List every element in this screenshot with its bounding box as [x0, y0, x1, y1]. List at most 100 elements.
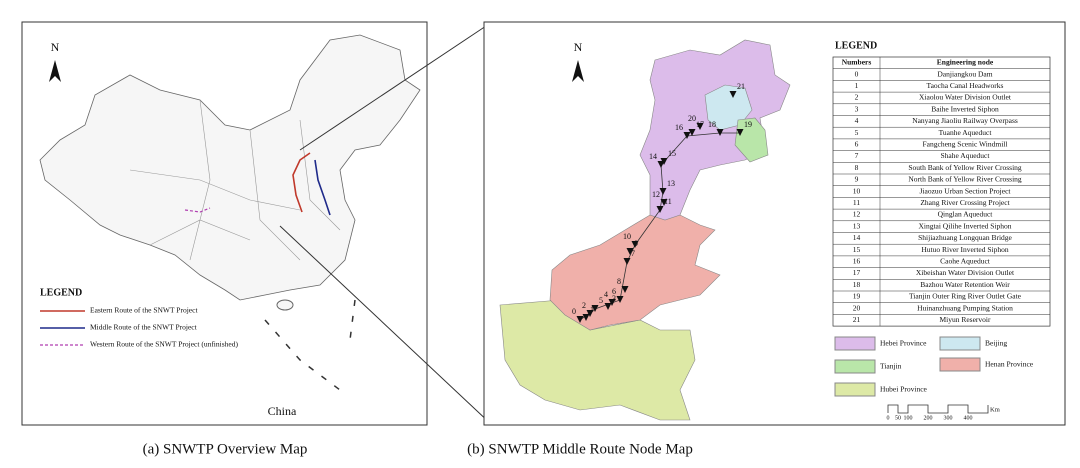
hainan [276, 299, 294, 311]
table-cell: Jiaozuo Urban Section Project [919, 186, 1011, 195]
table-cell: 5 [855, 128, 859, 137]
table-cell: Miyun Reservoir [939, 315, 991, 324]
legend-item: Tianjin [880, 362, 902, 371]
zoom-line [299, 21, 493, 151]
caption: (a) SNWTP Overview Map [143, 441, 308, 457]
node-label: 2 [582, 301, 586, 310]
table-frame [832, 56, 1051, 327]
legend-item: Western Route of the SNWT Project (unfin… [90, 340, 238, 349]
caption: (b) SNWTP Middle Route Node Map [467, 441, 693, 457]
table-cell: 0 [855, 69, 859, 78]
table-cell: 18 [853, 280, 861, 289]
table-cell: 11 [853, 198, 860, 207]
table-cell: Caohe Aqueduct [940, 256, 991, 265]
legend-item: Middle Route of the SNWT Project [90, 323, 198, 332]
table-cell: Shijiazhuang Longquan Bridge [918, 233, 1012, 242]
table-cell: 14 [853, 233, 861, 242]
node-label: 6 [612, 287, 616, 296]
node-marker [657, 161, 665, 168]
table-cell: Xiaolou Water Division Outlet [919, 93, 1012, 102]
node-label: 18 [708, 120, 716, 129]
node-marker [688, 129, 696, 136]
legend-swatch [834, 336, 876, 351]
table-cell: Qinglan Aqueduct [938, 210, 994, 219]
node-marker [604, 303, 612, 310]
node-marker [656, 206, 664, 213]
table-cell: 4 [855, 116, 859, 125]
legend-item: Henan Province [985, 360, 1034, 369]
table-cell: 3 [855, 104, 859, 113]
legend-item: Eastern Route of the SNWT Project [90, 306, 198, 315]
node-label: 12 [652, 190, 660, 199]
node-marker [608, 299, 616, 306]
table-header: Numbers [842, 58, 872, 67]
middle-route [314, 159, 331, 216]
node-marker [623, 258, 631, 265]
table-cell: 6 [855, 139, 859, 148]
table-cell: 8 [855, 163, 859, 172]
legend-item: Hebei Province [880, 339, 927, 348]
node-marker [621, 286, 629, 293]
node-marker [582, 314, 590, 321]
table-cell: 19 [853, 292, 861, 301]
node-marker [586, 310, 594, 317]
node-marker [696, 123, 704, 130]
western-route [184, 207, 211, 213]
node-label: 13 [667, 179, 675, 188]
table-header: Engineering node [937, 58, 994, 67]
node-label: 21 [737, 82, 745, 91]
table-cell: Tianjin Outer Ring River Outlet Gate [909, 292, 1022, 301]
table-cell: 2 [855, 93, 859, 102]
node-label: 3 [612, 294, 616, 303]
node-label: 5 [599, 296, 603, 305]
node-label: 19 [744, 120, 752, 129]
table-cell: 7 [855, 151, 859, 160]
node-marker [736, 129, 744, 136]
table-cell: 10 [853, 186, 861, 195]
legend-title: LEGEND [835, 40, 877, 51]
eastern-route [292, 152, 311, 213]
table-cell: Tuanhe Aqueduct [939, 128, 993, 137]
node-marker [660, 199, 668, 206]
node-marker [591, 305, 599, 312]
scale-bar [887, 404, 989, 414]
node-label: 15 [668, 149, 676, 158]
table-cell: 13 [853, 221, 861, 230]
node-label: 14 [649, 152, 657, 161]
node-panel: N LEGEND Hebei Province Beijing Tianjin … [467, 21, 1066, 457]
map-label: China [268, 404, 297, 418]
node-marker [616, 296, 624, 303]
node-label: 1 [590, 305, 594, 314]
node-marker [626, 248, 634, 255]
table-cell: Shahe Aqueduct [941, 151, 991, 160]
henan-region [549, 214, 721, 331]
province-borders [129, 99, 341, 261]
table-cell: 20 [853, 303, 861, 312]
node-label: 20 [688, 114, 696, 123]
table-cell: 9 [855, 175, 859, 184]
node-marker [729, 91, 737, 98]
table-cell: Bazhou Water Retention Weir [920, 280, 1010, 289]
hubei-region [499, 299, 696, 421]
scale-tick-label: 50 [895, 415, 901, 421]
node-label: 10 [623, 232, 631, 241]
legend-item: Beijing [985, 339, 1007, 348]
scale-unit: Km [990, 406, 1000, 413]
table-cell: Zhang River Crossing Project [920, 198, 1010, 207]
table-cell: Xibeishan Water Division Outlet [916, 268, 1015, 277]
node-marker [659, 188, 667, 195]
table-cell: 15 [853, 245, 861, 254]
node-label: 16 [675, 123, 683, 132]
table-cell: Taocha Canal Headworks [927, 81, 1004, 90]
node-marker [716, 129, 724, 136]
node-marker [660, 158, 668, 165]
node-label: 11 [664, 197, 672, 206]
node-label: 8 [617, 277, 621, 286]
north-label: N [574, 40, 583, 54]
table-cell: Xingtai Qilihe Inverted Siphon [918, 221, 1011, 230]
table-cell: North Bank of Yellow River Crossing [908, 175, 1022, 184]
table-cell: 1 [855, 81, 859, 90]
north-arrow [49, 60, 61, 82]
scale-tick-label: 100 [904, 415, 913, 421]
